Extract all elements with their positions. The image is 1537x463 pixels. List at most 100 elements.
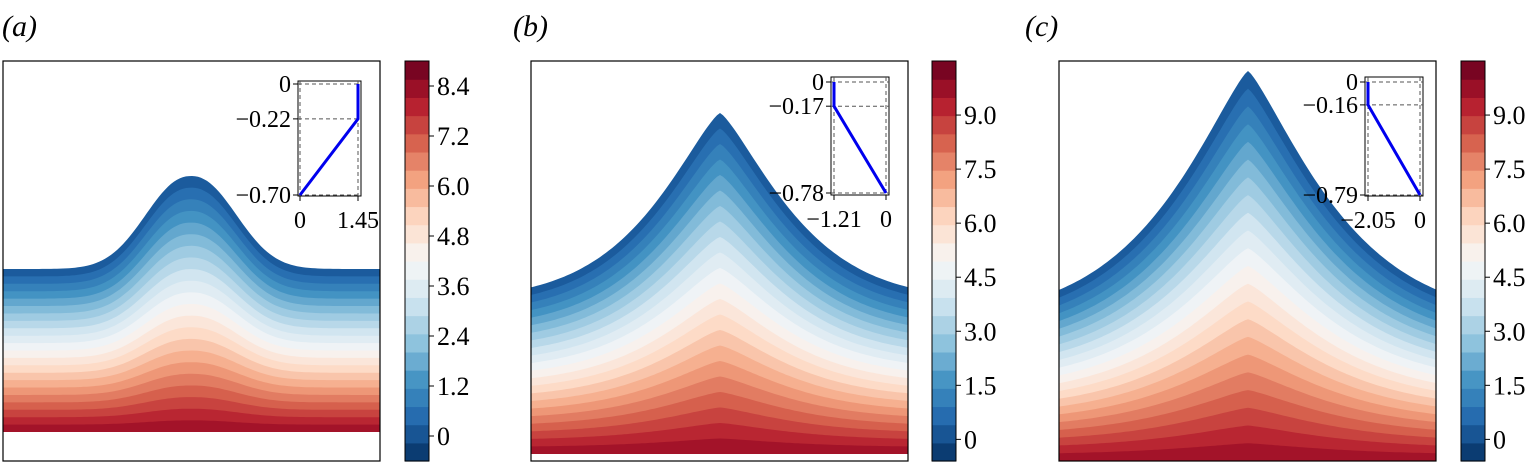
- inset-line: [832, 82, 888, 194]
- inset-profile-c: 0−0.16−0.79−2.05 0: [1302, 70, 1426, 234]
- contour-band: [1059, 443, 1436, 461]
- colorbar-segment: [932, 61, 956, 80]
- colorbar-segment: [405, 315, 429, 335]
- colorbar-segment: [1461, 279, 1485, 298]
- colorbar-tick-label: 4.5: [1493, 263, 1526, 292]
- contour-band: [531, 438, 908, 454]
- wave-field-b: [531, 113, 908, 454]
- colorbar-c: 9.0 7.5 6.0 4.5 3.0 1.5 0: [1460, 60, 1526, 462]
- colorbar-segment: [405, 370, 429, 389]
- colorbar-segment: [405, 333, 429, 353]
- colorbar-segment: [1461, 115, 1485, 135]
- inset-ytick-label: −0.79: [1302, 183, 1358, 209]
- inset-frame: [297, 80, 362, 197]
- colorbar-segment: [1461, 315, 1485, 335]
- colorbar-segment: [1461, 242, 1485, 262]
- colorbar-segment: [405, 133, 429, 153]
- colorbar-tick-label: 7.5: [1493, 155, 1526, 184]
- colorbar-segment: [932, 442, 956, 462]
- inset-ytick-label: 0: [812, 70, 824, 96]
- colorbar-segment: [932, 242, 956, 262]
- colorbar-tick-label: 0: [1493, 425, 1506, 454]
- colorbar-tick-label: 3.0: [1493, 317, 1526, 346]
- inset-frame: [830, 76, 890, 196]
- colorbar-segment: [932, 151, 956, 171]
- colorbar-segment: [1461, 79, 1485, 98]
- colorbar-tick-label: 1.5: [1493, 371, 1526, 400]
- plot-frame-a: [2, 60, 381, 462]
- colorbar-segment: [932, 170, 956, 189]
- colorbar-segment: [932, 406, 956, 426]
- inset-xtick-label: 0: [294, 208, 306, 234]
- colorbar-segment: [932, 424, 956, 444]
- inset-xtick-label: −1.21: [806, 207, 862, 233]
- inset-ytick-label: −0.78: [768, 181, 824, 207]
- inset-xtick-label: 0: [880, 207, 892, 233]
- colorbar-tick-label: 7.2: [437, 122, 470, 151]
- colorbar-segment: [405, 424, 429, 444]
- colorbar-tick-label: 9.0: [964, 101, 997, 130]
- colorbar-frame: [1460, 60, 1486, 462]
- colorbar-segment: [932, 188, 956, 208]
- colorbar-tick-label: 8.4: [437, 72, 470, 101]
- inset-ytick-label: 0: [1346, 70, 1358, 96]
- colorbar-segment: [405, 170, 429, 189]
- colorbar-segment: [405, 406, 429, 426]
- colorbar-segment: [932, 261, 956, 280]
- colorbar-segment: [1461, 188, 1485, 208]
- colorbar-tick-label: 1.5: [964, 371, 997, 400]
- plot-frame-b: [530, 60, 909, 462]
- inset-ytick-label: 0: [279, 72, 291, 98]
- colorbar-segment: [1461, 261, 1485, 280]
- colorbar-b: 9.0 7.5 6.0 4.5 3.0 1.5 0: [931, 60, 997, 462]
- colorbar-segment: [1461, 151, 1485, 171]
- inset-xtick-label: 1.45: [337, 208, 379, 234]
- colorbar-tick-label: 1.2: [437, 372, 470, 401]
- colorbar-segment: [1461, 424, 1485, 444]
- colorbar-segment: [932, 79, 956, 98]
- colorbar-tick-label: 6.0: [1493, 209, 1526, 238]
- colorbar-frame: [404, 60, 430, 462]
- colorbar-segment: [405, 351, 429, 371]
- colorbar-segment: [405, 206, 429, 226]
- colorbar-segment: [1461, 406, 1485, 426]
- contour-band: [3, 420, 380, 432]
- inset-profile-a: 0−0.22−0.700 1.45: [235, 72, 379, 234]
- colorbar-segment: [1461, 61, 1485, 80]
- inset-xtick-label: −2.05: [1340, 208, 1396, 234]
- colorbar-segment: [932, 279, 956, 298]
- colorbar-segment: [405, 442, 429, 462]
- colorbar-frame: [931, 60, 957, 462]
- inset-frame: [1364, 76, 1424, 197]
- colorbar-segment: [932, 297, 956, 317]
- inset-ytick-label: −0.17: [768, 94, 824, 120]
- panel-c: (c) 0−0.16−0.79−2.05 0 9.07.56.04.53.01.5…: [1025, 10, 1526, 462]
- colorbar-segment: [405, 61, 429, 80]
- colorbar-segment: [1461, 133, 1485, 153]
- colorbar-segment: [405, 242, 429, 262]
- plot-frame-c: [1058, 60, 1437, 462]
- colorbar-segment: [932, 224, 956, 244]
- inset-ytick-label: −0.70: [235, 183, 291, 209]
- panel-label-b: (b): [513, 10, 548, 43]
- colorbar-segment: [932, 370, 956, 389]
- colorbar-segment: [405, 188, 429, 208]
- colorbar-segment: [405, 97, 429, 117]
- colorbar-a: 8.4 7.2 6.0 4.8 3.6 2.4 1.2 0: [404, 60, 470, 462]
- wave-field-a: [3, 176, 380, 432]
- colorbar-segment: [1461, 170, 1485, 189]
- colorbar-tick-label: 0: [964, 425, 977, 454]
- colorbar-segment: [1461, 97, 1485, 117]
- panel-a: (a) 0−0.22−0.700 1.45 8.47.26.04.83.62.41…: [2, 10, 470, 462]
- colorbar-tick-label: 4.8: [437, 222, 470, 251]
- colorbar-segment: [405, 297, 429, 317]
- wave-field-c: [1059, 71, 1436, 461]
- colorbar-segment: [932, 133, 956, 153]
- colorbar-tick-label: 4.5: [964, 263, 997, 292]
- colorbar-segment: [1461, 224, 1485, 244]
- inset-line: [298, 84, 360, 196]
- colorbar-segment: [405, 115, 429, 135]
- colorbar-tick-label: 3.0: [964, 317, 997, 346]
- colorbar-tick-label: 7.5: [964, 155, 997, 184]
- panel-label-c: (c): [1025, 10, 1058, 43]
